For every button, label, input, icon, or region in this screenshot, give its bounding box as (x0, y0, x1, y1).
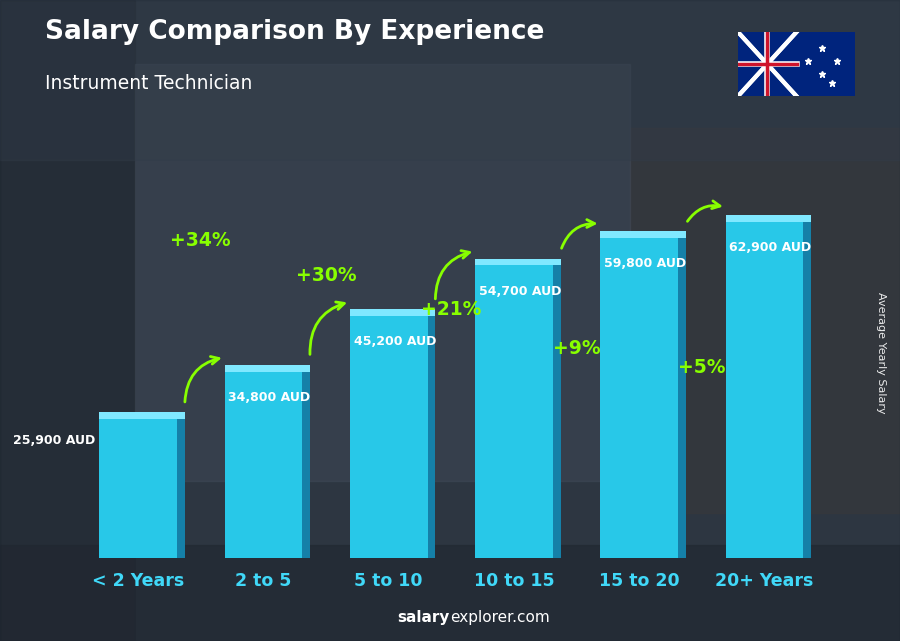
Bar (600, 238, 678, 558)
Text: 62,900 AUD: 62,900 AUD (730, 241, 812, 254)
Text: 34,800 AUD: 34,800 AUD (229, 391, 310, 404)
Bar (99, 419, 177, 558)
Text: Salary Comparison By Experience: Salary Comparison By Experience (45, 19, 544, 46)
Bar (225, 372, 302, 558)
Text: salary: salary (398, 610, 450, 625)
Bar (350, 310, 436, 316)
Bar (0, 545, 900, 641)
Text: +30%: +30% (296, 265, 356, 285)
Bar (225, 365, 310, 372)
Text: 54,700 AUD: 54,700 AUD (479, 285, 562, 297)
Bar (725, 222, 804, 558)
Bar (99, 412, 184, 419)
Bar (0, 0, 900, 160)
Text: 25,900 AUD: 25,900 AUD (14, 433, 95, 447)
Text: +21%: +21% (421, 300, 482, 319)
Bar (553, 265, 561, 558)
Text: Instrument Technician: Instrument Technician (45, 74, 252, 93)
Text: +5%: +5% (679, 358, 725, 377)
Bar (177, 419, 184, 558)
Bar (475, 265, 553, 558)
Bar (350, 316, 428, 558)
Text: Average Yearly Salary: Average Yearly Salary (877, 292, 886, 413)
Text: 45,200 AUD: 45,200 AUD (354, 335, 436, 349)
Bar (804, 222, 811, 558)
Bar (0, 0, 135, 641)
Bar (600, 231, 686, 238)
Bar (725, 215, 811, 222)
Bar (475, 258, 561, 265)
Text: explorer.com: explorer.com (450, 610, 550, 625)
Text: +9%: +9% (553, 338, 600, 358)
Text: 59,800 AUD: 59,800 AUD (604, 258, 687, 271)
Text: +34%: +34% (170, 231, 231, 250)
Bar (302, 372, 310, 558)
Bar (630, 128, 900, 513)
Bar (135, 64, 630, 481)
Bar (678, 238, 686, 558)
Bar (428, 316, 436, 558)
